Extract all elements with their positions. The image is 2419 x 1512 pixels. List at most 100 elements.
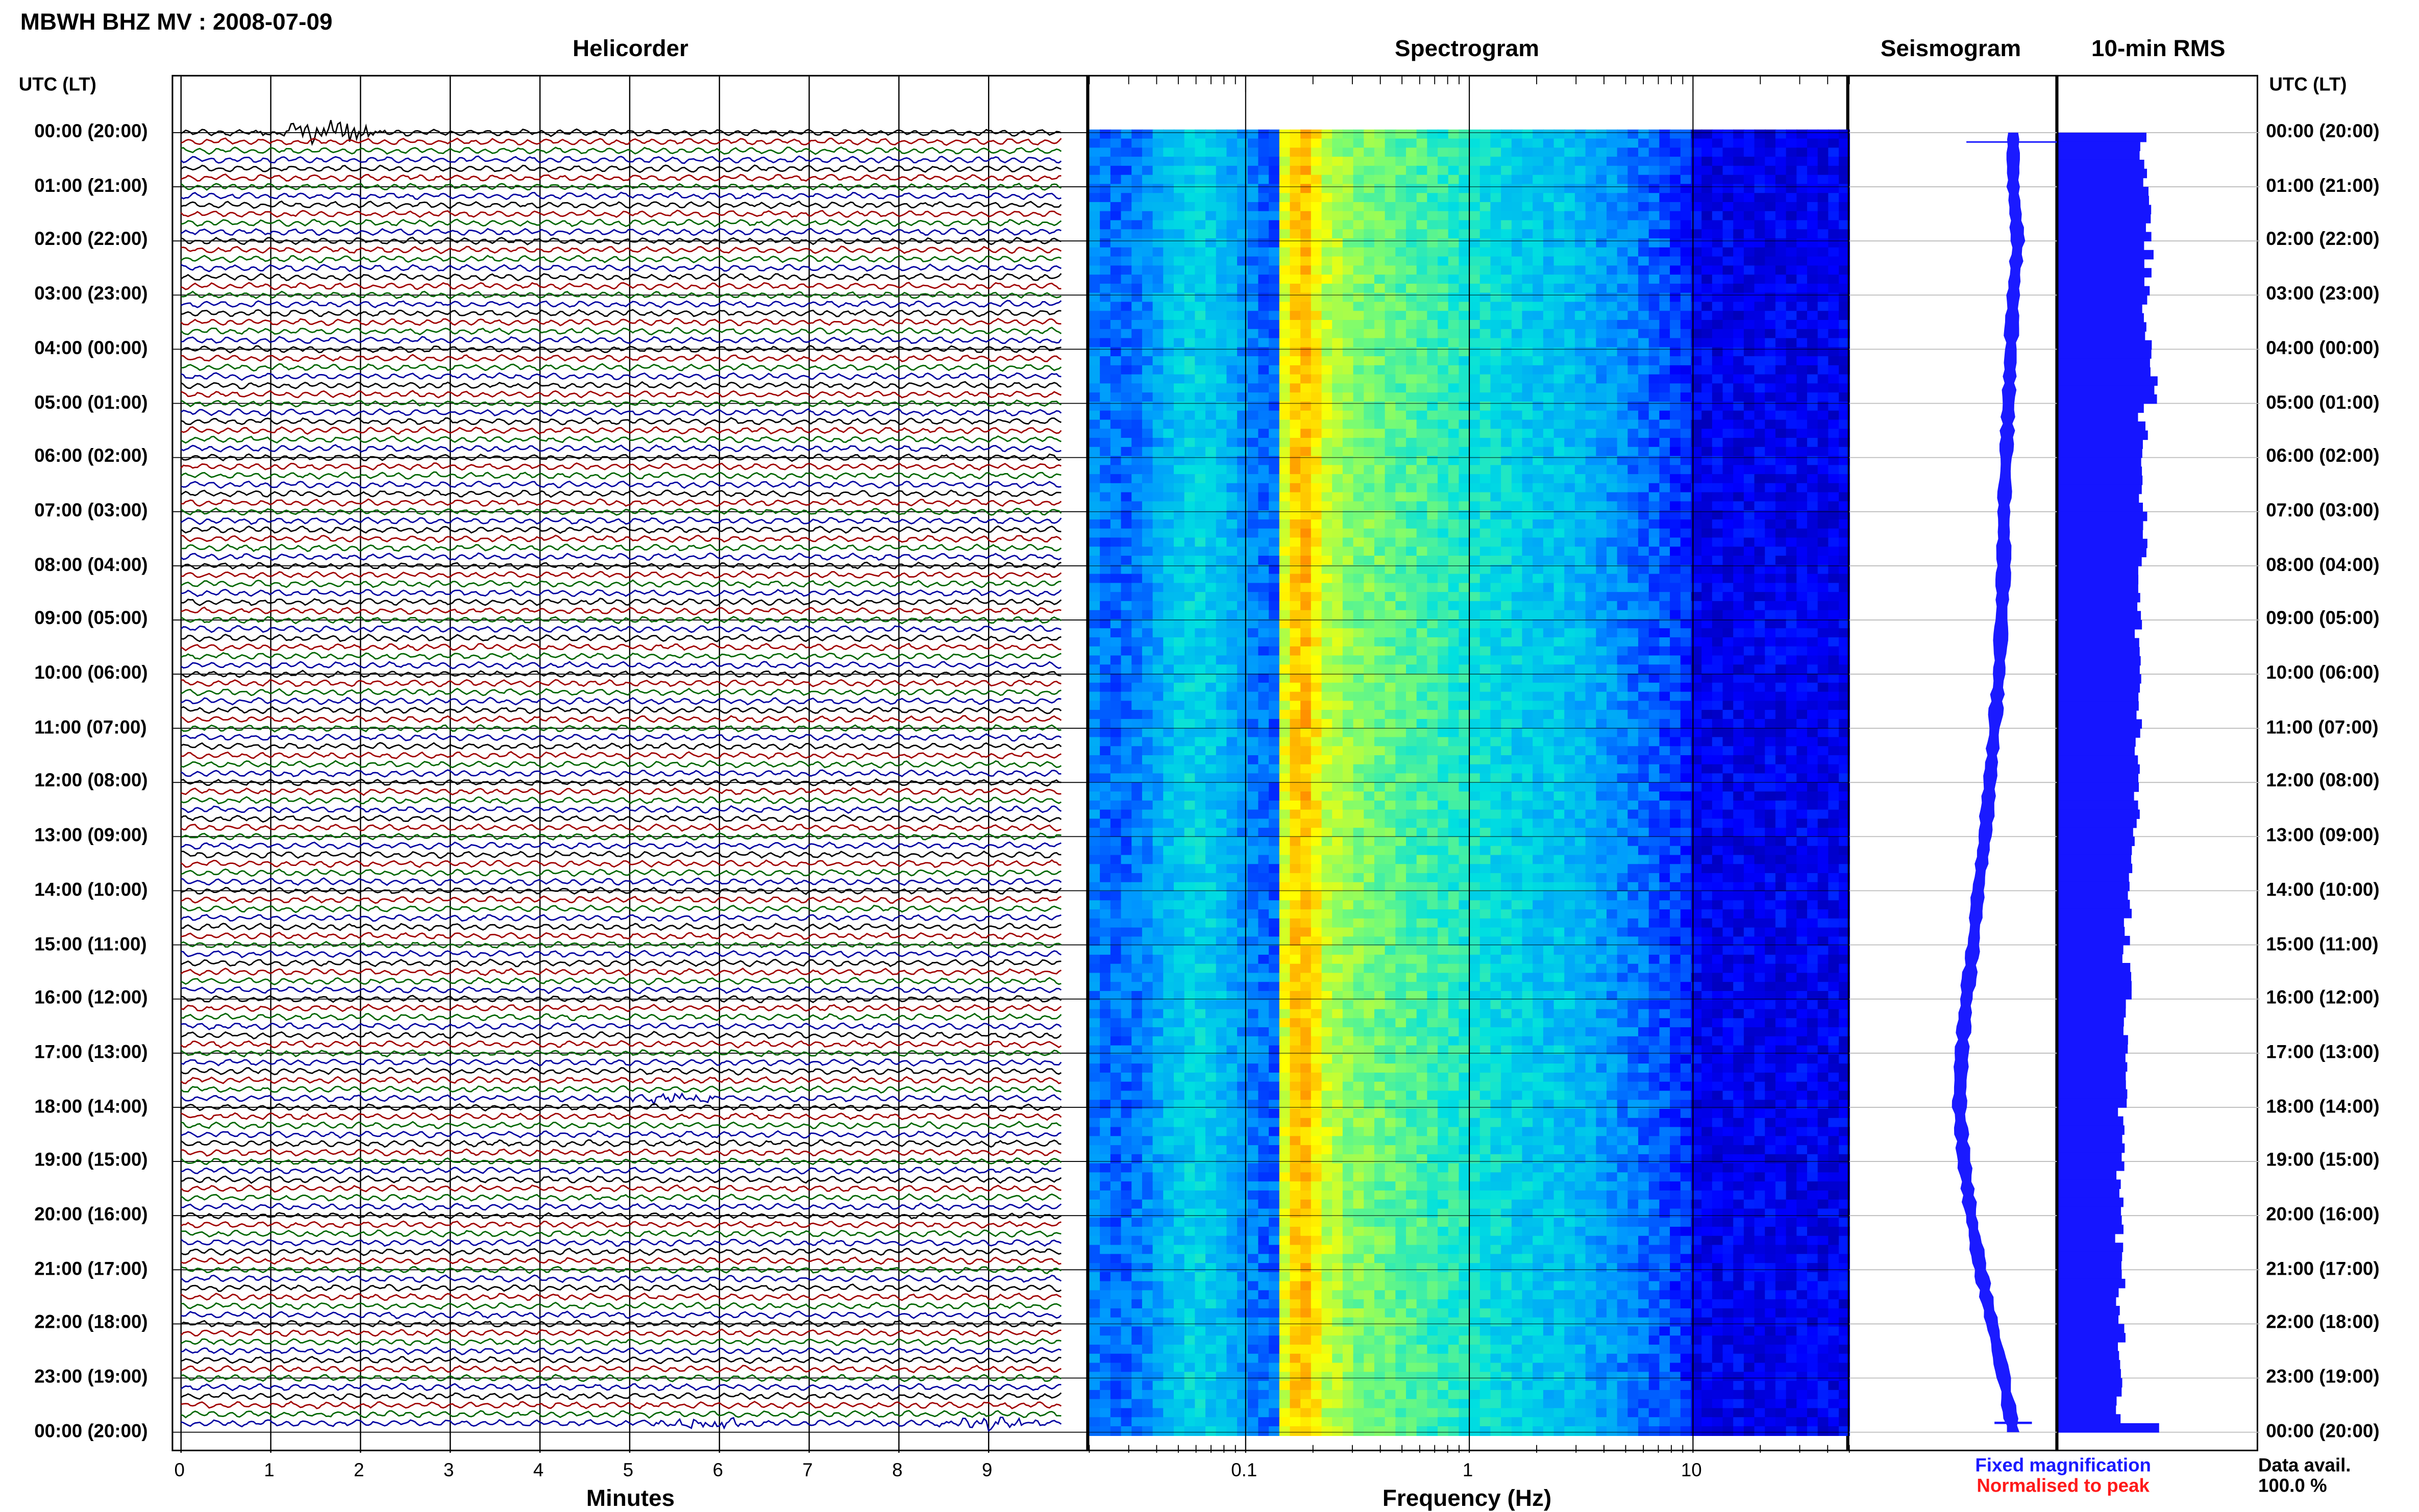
spectrogram-cell <box>1142 655 1153 665</box>
spectrogram-cell <box>1606 275 1618 285</box>
spectrogram-cell <box>1258 456 1270 466</box>
spectrogram-cell <box>1110 592 1122 602</box>
spectrogram-cell <box>1627 302 1639 312</box>
spectrogram-cell <box>1438 619 1449 629</box>
spectrogram-cell <box>1395 456 1407 466</box>
spectrogram-cell <box>1479 238 1491 249</box>
spectrogram-cell <box>1533 583 1544 593</box>
spectrogram-cell <box>1606 537 1618 548</box>
spectrogram-cell <box>1807 383 1818 393</box>
spectrogram-cell <box>1427 283 1439 293</box>
spectrogram-cell <box>1469 311 1481 321</box>
spectrogram-cell <box>1364 283 1375 293</box>
spectrogram-cell <box>1564 465 1576 475</box>
spectrogram-cell <box>1574 175 1586 185</box>
spectrogram-cell <box>1617 510 1628 520</box>
spectrogram-cell <box>1406 492 1417 502</box>
spectrogram-cell <box>1247 465 1259 475</box>
spectrogram-cell <box>1701 319 1713 330</box>
spectrogram-cell <box>1817 311 1829 321</box>
spectrogram-cell <box>1807 510 1818 520</box>
spectrogram-cell <box>1364 419 1375 430</box>
spectrogram-cell <box>1459 456 1470 466</box>
spectrogram-cell <box>1469 165 1481 176</box>
spectrogram-cell <box>1205 338 1217 348</box>
helicorder-trace <box>181 1266 1062 1274</box>
spectrogram-cell <box>1089 220 1101 230</box>
spectrogram-cell <box>1237 256 1248 266</box>
spectrogram-cell <box>1606 292 1618 303</box>
spectrogram-cell <box>1438 438 1449 448</box>
spectrogram-cell <box>1332 537 1344 548</box>
spectrogram-cell <box>1701 682 1713 692</box>
spectrogram-cell <box>1522 537 1534 548</box>
spectrogram-cell <box>1216 175 1227 185</box>
spectrogram-cell <box>1448 483 1460 493</box>
spectrogram-cell <box>1226 365 1238 375</box>
spectrogram-cell <box>1374 682 1386 692</box>
spectrogram-cell <box>1269 383 1280 393</box>
spectrogram-cell <box>1606 718 1618 729</box>
spectrogram-cell <box>1817 583 1829 593</box>
spectrogram-cell <box>1152 329 1164 339</box>
spectrogram-cell <box>1817 501 1829 511</box>
helicorder-trace <box>180 182 1062 191</box>
spectrogram-cell <box>1353 410 1365 420</box>
spectrogram-cell <box>1807 419 1818 430</box>
spectrogram-cell <box>1448 492 1460 502</box>
spectrogram-cell <box>1121 184 1132 194</box>
spectrogram-cell <box>1627 583 1639 593</box>
spectrogram-cell <box>1110 547 1122 557</box>
spectrogram-cell <box>1279 138 1291 148</box>
spectrogram-cell <box>1247 157 1259 167</box>
spectrogram-cell <box>1353 583 1365 593</box>
spectrogram-cell <box>1374 347 1386 357</box>
spectrogram-cell <box>1807 275 1818 285</box>
spectrogram-cell <box>1395 528 1407 538</box>
spectrogram-cell <box>1438 574 1449 584</box>
spectrogram-cell <box>1152 292 1164 303</box>
spectrogram-cell <box>1553 302 1565 312</box>
spectrogram-cell <box>1638 701 1649 711</box>
spectrogram-cell <box>1269 392 1280 403</box>
spectrogram-cell <box>1427 601 1439 611</box>
spectrogram-cell <box>1300 329 1312 339</box>
spectrogram-cell <box>1226 510 1238 520</box>
spectrogram-cell <box>1533 510 1544 520</box>
spectrogram-cell <box>1490 184 1502 194</box>
spectrogram-cell <box>1416 447 1428 457</box>
helicorder-trace <box>180 814 1062 823</box>
spectrogram-cell <box>1121 275 1132 285</box>
spectrogram-cell <box>1775 710 1787 720</box>
spectrogram-cell <box>1300 564 1312 575</box>
spectrogram-cell <box>1638 574 1649 584</box>
spectrogram-cell <box>1237 319 1248 330</box>
spectrogram-cell <box>1574 456 1586 466</box>
spectrogram-cell <box>1311 564 1322 575</box>
spectrogram-cell <box>1670 492 1681 502</box>
spectrogram-cell <box>1311 728 1322 738</box>
spectrogram-cell <box>1722 419 1734 430</box>
spectrogram-cell <box>1374 528 1386 538</box>
spectrogram-cell <box>1606 283 1618 293</box>
spectrogram-cell <box>1522 710 1534 720</box>
spectrogram-cell <box>1459 628 1470 638</box>
spectrogram-cell <box>1438 519 1449 529</box>
spectrogram-cell <box>1269 129 1280 139</box>
spectrogram-cell <box>1490 374 1502 384</box>
spectrogram-cell <box>1543 564 1554 575</box>
spectrogram-cell <box>1416 637 1428 647</box>
spectrogram-cell <box>1152 583 1164 593</box>
spectrogram-cell <box>1786 419 1797 430</box>
spectrogram-cell <box>1659 157 1671 167</box>
spectrogram-cell <box>1427 175 1439 185</box>
spectrogram-cell <box>1247 537 1259 548</box>
spectrogram-cell <box>1416 465 1428 475</box>
spectrogram-cell <box>1796 447 1808 457</box>
spectrogram-cell <box>1321 319 1333 330</box>
spectrogram-cell <box>1258 220 1270 230</box>
spectrogram-cell <box>1743 610 1755 620</box>
spectrogram-cell <box>1839 157 1850 167</box>
spectrogram-cell <box>1163 202 1175 212</box>
spectrogram-cell <box>1596 238 1608 249</box>
